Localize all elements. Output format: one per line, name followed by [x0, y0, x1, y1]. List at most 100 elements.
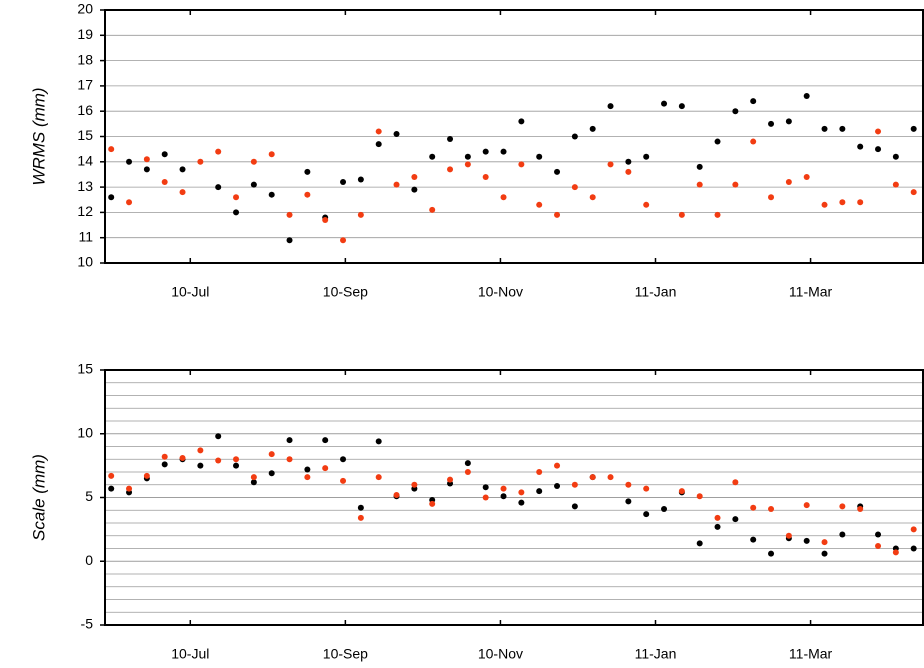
point [215, 184, 222, 191]
point [892, 181, 899, 188]
point [589, 125, 596, 132]
point [803, 93, 810, 100]
point [304, 191, 311, 198]
y-tick-label: 12 [77, 203, 93, 219]
y-tick-label: 19 [77, 26, 93, 42]
point [108, 194, 115, 201]
point [447, 166, 454, 173]
point [215, 433, 222, 440]
point [571, 133, 578, 140]
point [464, 153, 471, 160]
point [643, 201, 650, 208]
point [571, 184, 578, 191]
point [429, 500, 436, 507]
point [910, 189, 917, 196]
point [161, 461, 168, 468]
point [340, 477, 347, 484]
point [250, 479, 257, 486]
point [357, 211, 364, 218]
point [482, 148, 489, 155]
point [197, 462, 204, 469]
x-tick-label: 11-Jan [635, 646, 677, 662]
point [340, 237, 347, 244]
point [322, 465, 329, 472]
point [322, 437, 329, 444]
point [803, 537, 810, 544]
point [554, 211, 561, 218]
point [536, 153, 543, 160]
point [233, 462, 240, 469]
point [750, 536, 757, 543]
point [625, 158, 632, 165]
point [179, 454, 186, 461]
y-tick-label: 20 [77, 1, 93, 17]
point [875, 128, 882, 135]
plot-frame [104, 9, 924, 264]
point [625, 481, 632, 488]
plot-frame [104, 369, 924, 626]
point [875, 146, 882, 153]
point [910, 125, 917, 132]
y-tick-label: 10 [77, 424, 93, 440]
point [518, 489, 525, 496]
point [643, 153, 650, 160]
point [607, 161, 614, 168]
point [161, 179, 168, 186]
point [696, 181, 703, 188]
point [643, 485, 650, 492]
point [750, 138, 757, 145]
point [482, 173, 489, 180]
point [768, 194, 775, 201]
point [375, 141, 382, 148]
point [286, 237, 293, 244]
point [732, 181, 739, 188]
point [233, 194, 240, 201]
point [268, 451, 275, 458]
x-tick-label: 11-Mar [789, 284, 833, 300]
point [678, 211, 685, 218]
point [536, 469, 543, 475]
point [536, 488, 543, 495]
y-tick-label: -5 [81, 616, 94, 632]
point [518, 118, 525, 125]
point [375, 128, 382, 135]
point [625, 168, 632, 175]
point [857, 199, 864, 206]
point [678, 103, 685, 110]
point [785, 532, 792, 539]
x-tick-label: 10-Sep [323, 284, 368, 300]
point [357, 176, 364, 183]
point [464, 460, 471, 467]
x-tick-label: 10-Jul [171, 646, 209, 662]
point [500, 148, 507, 155]
point [429, 206, 436, 213]
y-tick-label: 5 [85, 488, 93, 504]
point [393, 130, 400, 137]
point [678, 488, 685, 495]
point [696, 493, 703, 500]
point [482, 484, 489, 491]
point [286, 211, 293, 218]
point [785, 179, 792, 186]
point [785, 118, 792, 125]
point [197, 447, 204, 454]
point [554, 483, 561, 490]
point [179, 189, 186, 196]
point [286, 456, 293, 463]
point [161, 453, 168, 460]
y-tick-label: 16 [77, 102, 93, 118]
point [108, 472, 115, 479]
point [322, 216, 329, 223]
point [768, 120, 775, 127]
point [857, 505, 864, 512]
point [696, 163, 703, 170]
y-tick-label: 10 [77, 254, 93, 270]
y-axis-label: WRMS (mm) [29, 87, 48, 185]
point [375, 474, 382, 481]
point [250, 158, 257, 165]
point [714, 138, 721, 145]
y-tick-label: 13 [77, 178, 93, 194]
point [696, 540, 703, 547]
point [411, 173, 418, 180]
